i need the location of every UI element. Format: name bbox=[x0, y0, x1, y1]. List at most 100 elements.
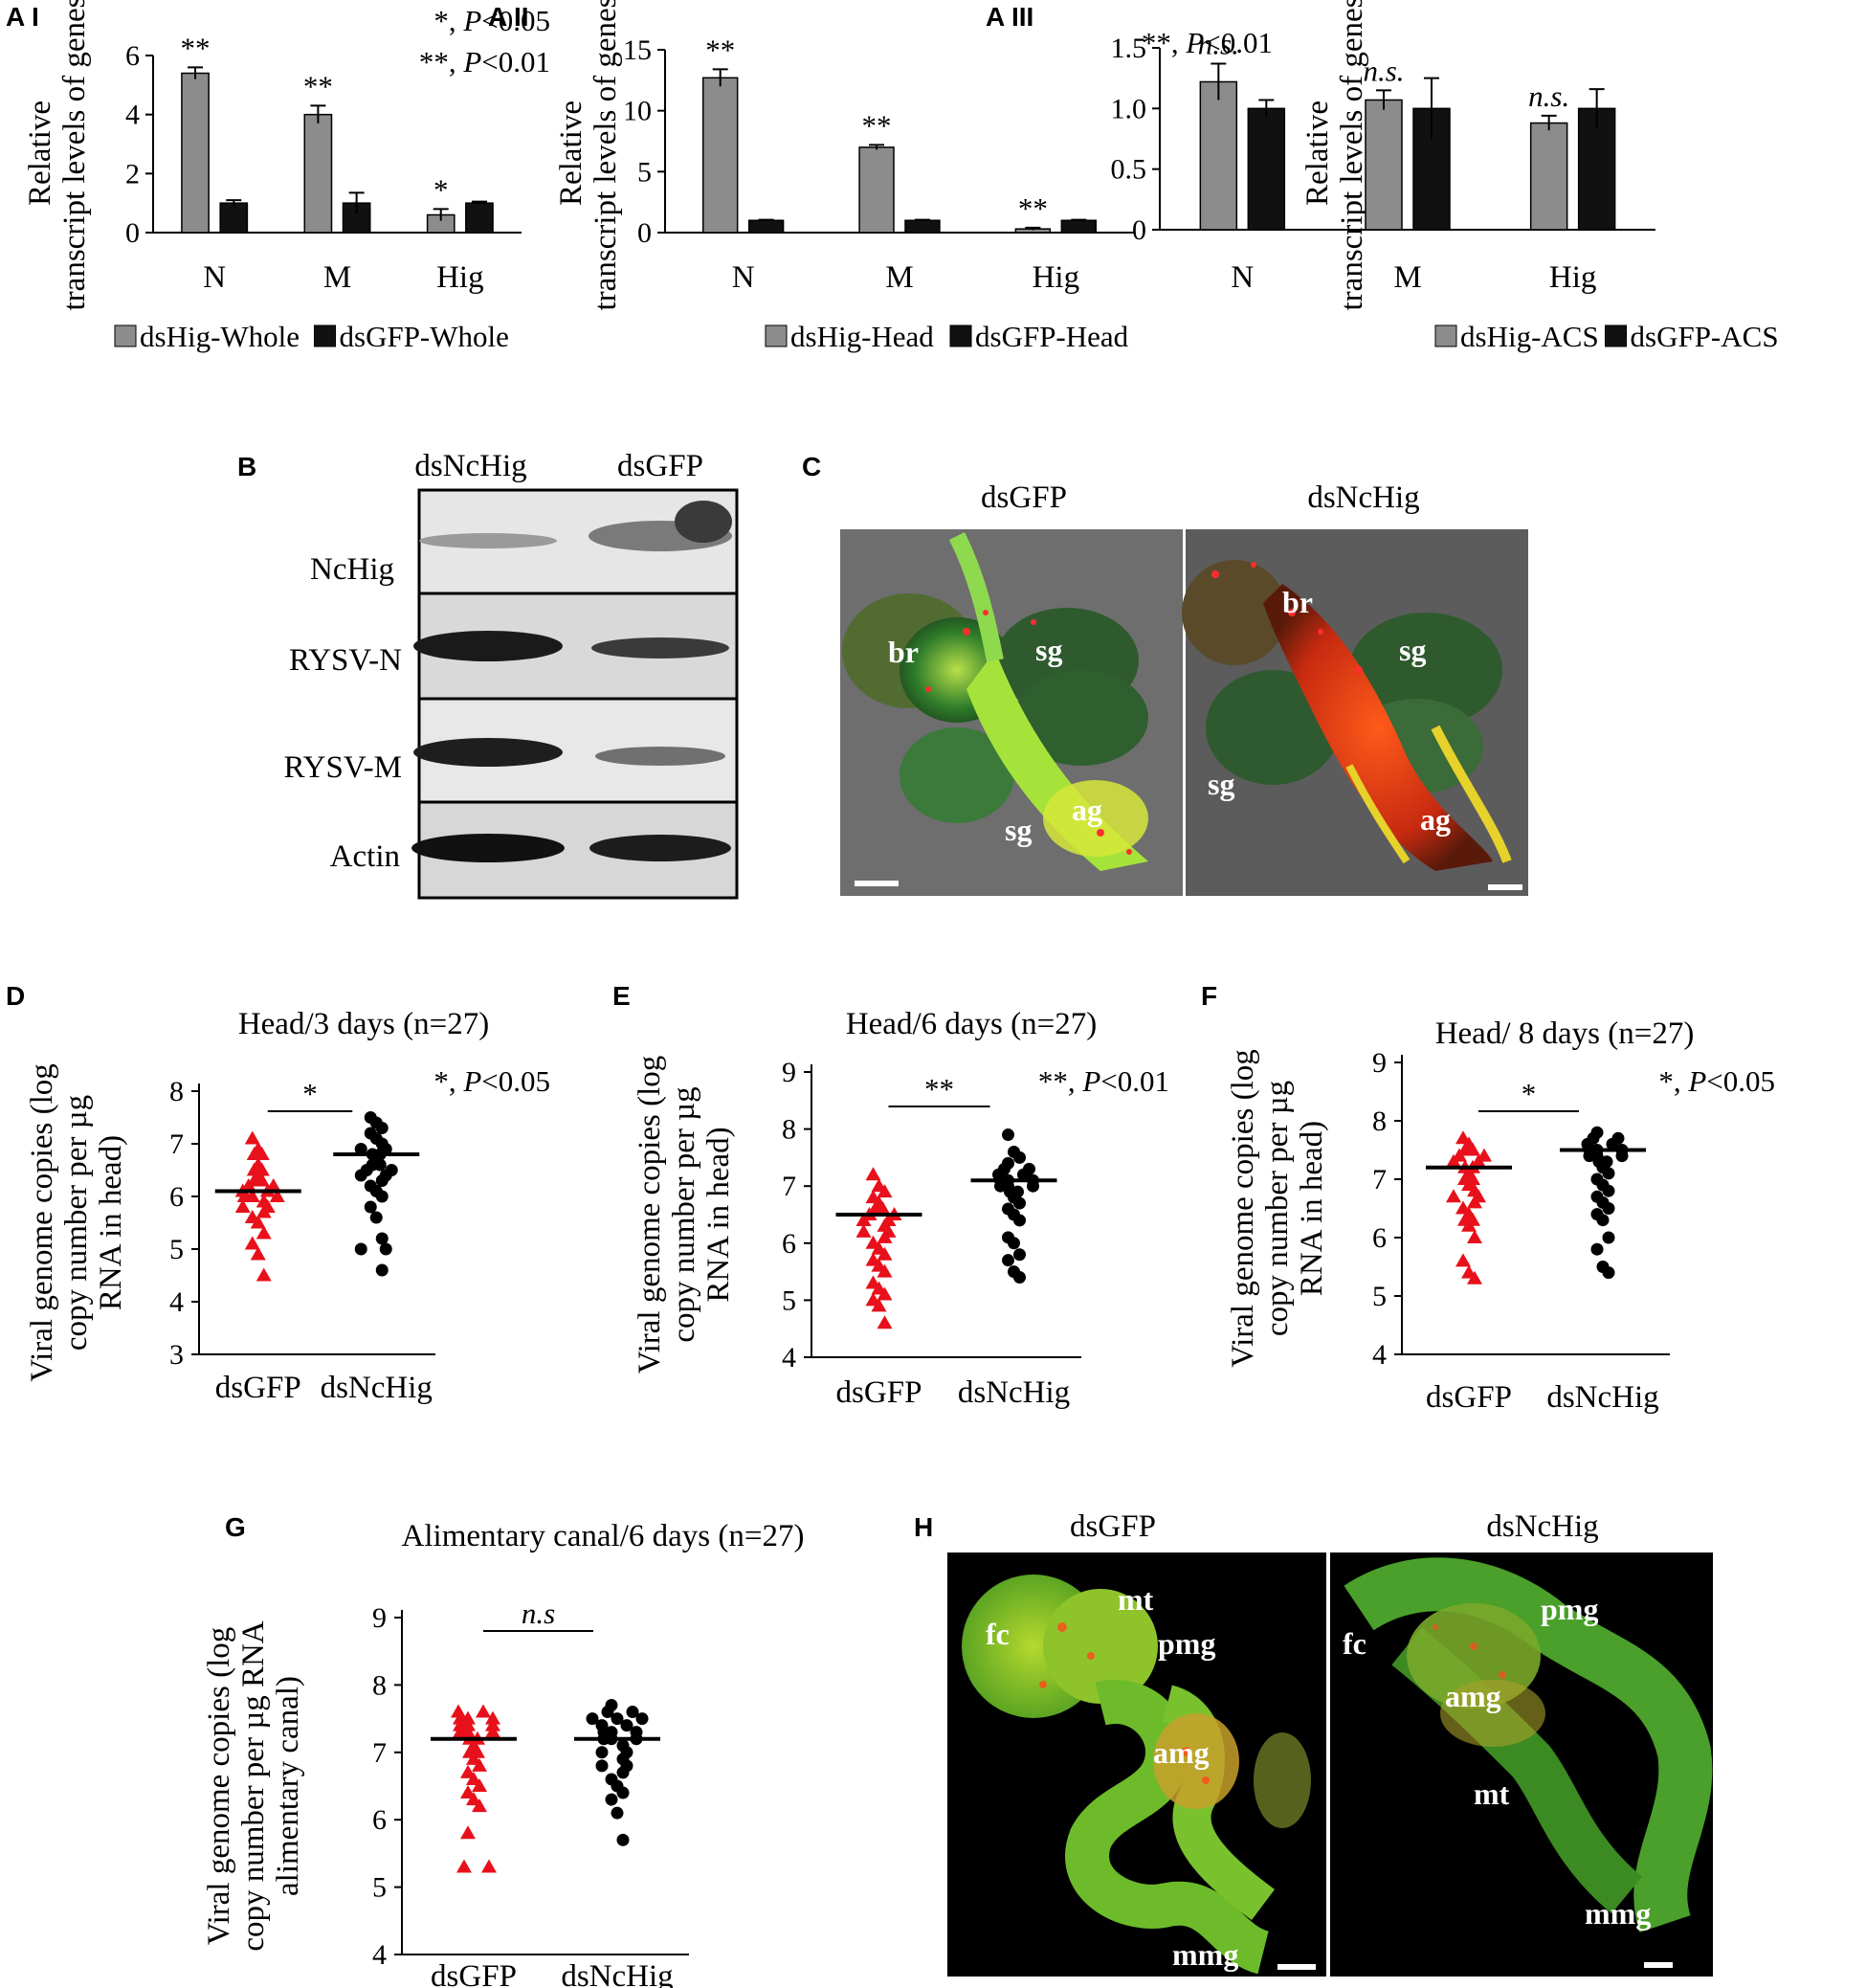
micrograph-h-right-title: dsNcHig bbox=[1486, 1509, 1598, 1544]
h-right-label-fc: fc bbox=[1343, 1626, 1366, 1661]
panel-g-point-dsnchig bbox=[620, 1719, 633, 1732]
panel-label-h: H bbox=[914, 1512, 934, 1542]
panel-d-y-axis-label: Viral genome copies (logcopy number per … bbox=[25, 1063, 128, 1382]
aii-category-label: Hig bbox=[1033, 260, 1080, 295]
panel-g-y-tick-label: 6 bbox=[372, 1804, 387, 1836]
blot-row-nchig: NcHig bbox=[310, 552, 394, 587]
aiii-legend-swatch bbox=[1434, 324, 1457, 347]
aii-sig-mark: ** bbox=[705, 33, 735, 66]
panel-g-point-dsgfp bbox=[472, 1757, 487, 1772]
panel-f-p-note: *, P<0.05 bbox=[1658, 1064, 1775, 1098]
panel-g-point-dsnchig bbox=[601, 1706, 614, 1719]
micrograph-c-left-title: dsGFP bbox=[981, 480, 1067, 515]
panel-d-point-dsgfp bbox=[250, 1246, 266, 1261]
aiii-bar bbox=[1199, 80, 1238, 231]
ai-category-label: Hig bbox=[436, 260, 484, 295]
panel-g-point-dsgfp bbox=[485, 1710, 500, 1725]
panel-g-point-dsnchig bbox=[616, 1786, 630, 1799]
band-nchig-dsnchig bbox=[419, 533, 557, 548]
band-rysvm-dsnchig bbox=[413, 738, 563, 767]
c-right-label-sg1: sg bbox=[1399, 633, 1426, 667]
panel-g-point-dsnchig bbox=[616, 1766, 630, 1779]
panel-d-point-dsgfp bbox=[244, 1130, 260, 1145]
panel-d-y-tick-label: 4 bbox=[169, 1286, 184, 1318]
ai-y-tick-label: 4 bbox=[125, 100, 140, 131]
panel-g-point-dsnchig bbox=[605, 1793, 618, 1806]
panel-f-point-dsgfp bbox=[1446, 1189, 1461, 1203]
ai-category-label: N bbox=[203, 260, 226, 295]
panel-g-point-dsnchig bbox=[611, 1712, 624, 1726]
c-right-label-br: br bbox=[1282, 585, 1313, 619]
panel-d-point-dsgfp bbox=[269, 1189, 285, 1202]
band-actin-dsnchig bbox=[411, 834, 565, 862]
panel-e-point-dsnchig bbox=[1017, 1168, 1030, 1181]
aii-y-tick-label: 0 bbox=[637, 217, 652, 249]
panel-e-point-dsnchig bbox=[1027, 1179, 1039, 1193]
panel-g-point-dsnchig bbox=[635, 1712, 649, 1726]
ai-sig-mark: * bbox=[433, 172, 449, 206]
panel-e-point-dsgfp bbox=[877, 1246, 893, 1261]
panel-label-f: F bbox=[1201, 981, 1218, 1011]
h-left-label-mt: mt bbox=[1118, 1582, 1154, 1617]
panel-g-point-dsnchig bbox=[626, 1706, 639, 1719]
panel-g-y-axis-label: Viral genome copies (logcopy number per … bbox=[202, 1620, 305, 1951]
aii-bar bbox=[747, 219, 785, 234]
panel-e-category-label: dsNcHig bbox=[958, 1375, 1070, 1410]
panel-d-y-tick-label: 6 bbox=[169, 1181, 184, 1213]
panel-g-point-dsgfp bbox=[472, 1798, 487, 1813]
panel-d-p-note: *, P<0.05 bbox=[433, 1064, 550, 1098]
panel-g-point-dsgfp bbox=[485, 1717, 500, 1731]
ai-legend-swatch bbox=[114, 324, 137, 347]
blot-col-dsnchig: dsNcHig bbox=[414, 449, 526, 483]
panel-d-point-dsnchig bbox=[354, 1169, 367, 1182]
panel-d-point-dsgfp bbox=[234, 1199, 251, 1213]
aii-bar bbox=[1060, 219, 1098, 234]
aii-legend-label: dsHig-Head bbox=[790, 320, 934, 353]
panel-e-point-dsnchig bbox=[1002, 1254, 1014, 1267]
panel-f-y-tick-label: 5 bbox=[1372, 1281, 1387, 1312]
aii-category-label: M bbox=[885, 260, 913, 295]
ai-p-note: **, P<0.01 bbox=[419, 45, 550, 78]
aii-category-label: N bbox=[732, 260, 755, 295]
c-right-label-ag: ag bbox=[1420, 802, 1451, 837]
panel-d-point-dsgfp bbox=[244, 1236, 260, 1250]
h-left-label-fc: fc bbox=[986, 1617, 1010, 1651]
panel-f-y-tick-label: 9 bbox=[1372, 1047, 1387, 1079]
panel-f-point-dsgfp bbox=[1467, 1270, 1482, 1284]
panel-g-point-dsgfp bbox=[451, 1704, 466, 1718]
panel-label-g: G bbox=[225, 1512, 246, 1542]
panel-d-category-label: dsNcHig bbox=[321, 1371, 433, 1405]
panel-e-y-tick-label: 5 bbox=[782, 1284, 796, 1316]
panel-e-point-dsgfp bbox=[877, 1263, 893, 1278]
panel-g-point-dsnchig bbox=[611, 1806, 624, 1820]
panel-g-sig-label: n.s bbox=[522, 1597, 555, 1630]
panel-f-point-dsnchig bbox=[1602, 1202, 1615, 1215]
aiii-y-axis-label: Relativetranscript levels of genes bbox=[1300, 0, 1369, 310]
panel-f-point-dsnchig bbox=[1602, 1266, 1615, 1280]
panel-e-y-tick-label: 9 bbox=[782, 1057, 796, 1088]
aii-y-tick-label: 5 bbox=[637, 156, 652, 188]
panel-d-point-dsnchig bbox=[354, 1143, 367, 1155]
panel-e-point-dsgfp bbox=[877, 1286, 893, 1301]
aiii-bar bbox=[1529, 122, 1568, 231]
panel-d-point-dsnchig bbox=[375, 1122, 389, 1134]
aiii-legend-swatch bbox=[1605, 324, 1627, 347]
panel-d-point-dsgfp bbox=[255, 1225, 272, 1240]
aii-sig-mark: ** bbox=[1018, 191, 1048, 225]
panel-label-b: B bbox=[237, 452, 257, 481]
h-right-label-mmg: mmg bbox=[1585, 1896, 1651, 1931]
panel-d-point-dsnchig bbox=[375, 1232, 389, 1245]
band-rysvn-dsgfp bbox=[591, 637, 729, 659]
c-right-label-sg2: sg bbox=[1208, 767, 1234, 801]
panel-e-point-dsnchig bbox=[1013, 1248, 1026, 1262]
panel-g-point-dsgfp bbox=[456, 1859, 472, 1873]
aiii-y-tick-label: 0.5 bbox=[1111, 154, 1147, 186]
aiii-legend-label: dsGFP-ACS bbox=[1631, 320, 1779, 353]
panel-f-point-dsgfp bbox=[1446, 1153, 1461, 1168]
panel-f-sig-label: * bbox=[1522, 1077, 1537, 1110]
band-actin-dsgfp bbox=[589, 835, 731, 861]
ai-bar bbox=[181, 72, 210, 234]
panel-f-category-label: dsGFP bbox=[1426, 1380, 1512, 1415]
ai-y-tick-label: 2 bbox=[125, 158, 140, 190]
ai-legend-label: dsHig-Whole bbox=[140, 320, 300, 353]
